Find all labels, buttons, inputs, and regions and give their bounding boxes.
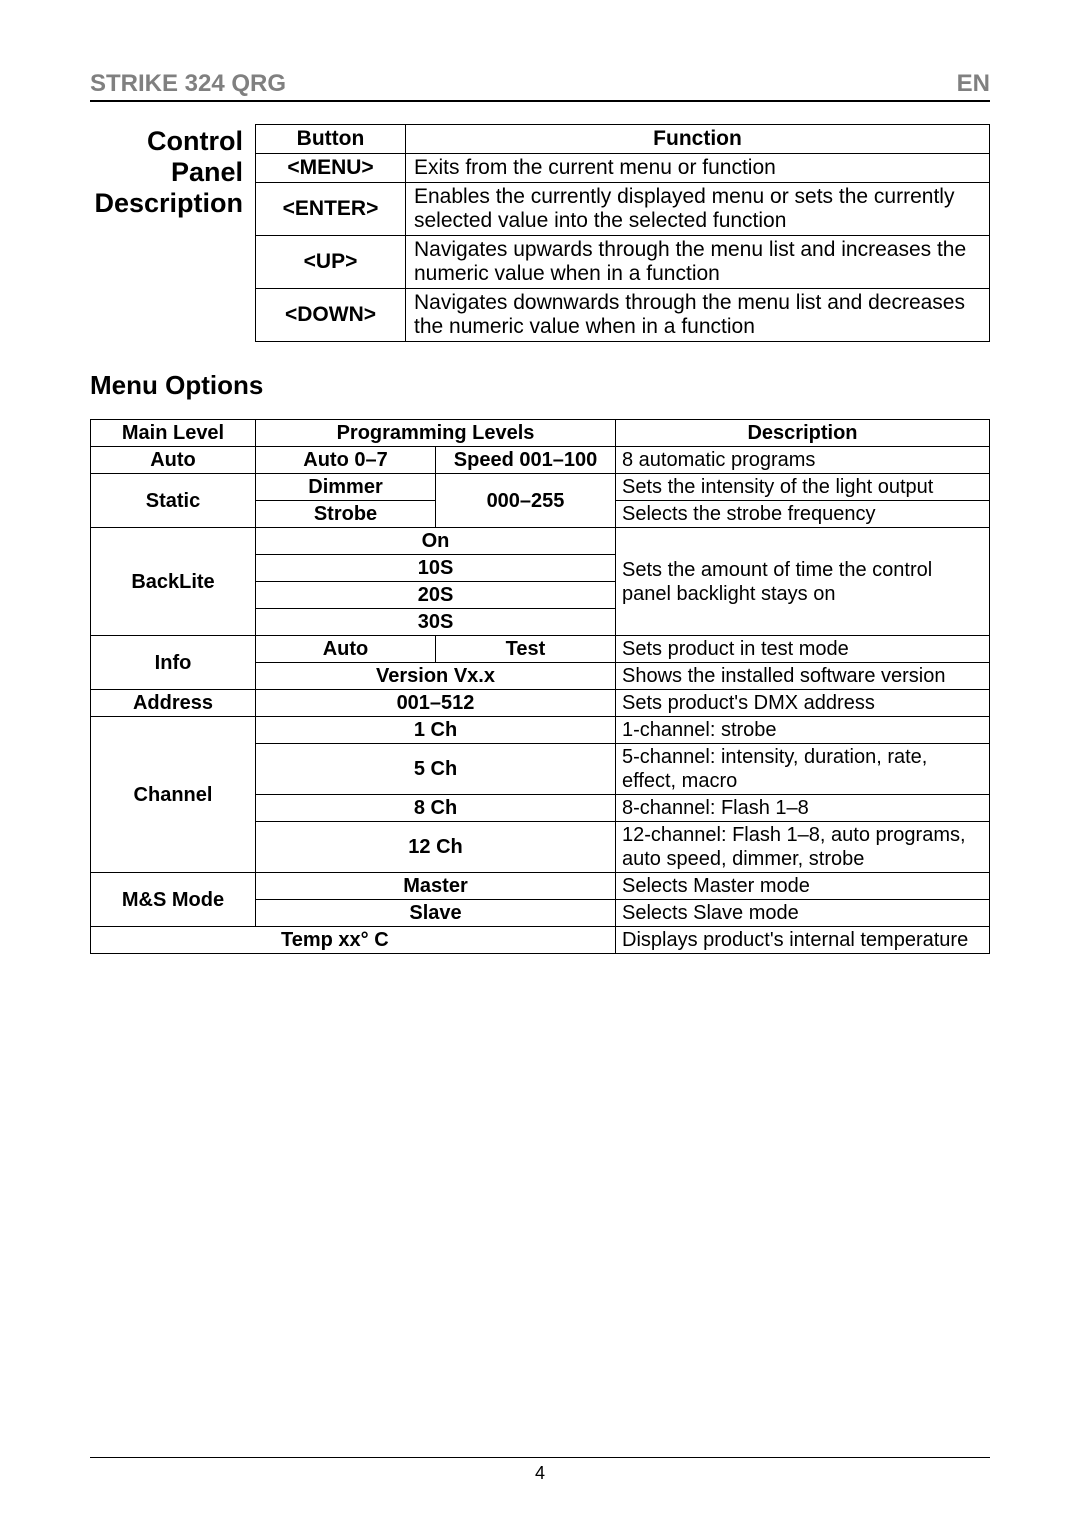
- btn-cell: <UP>: [256, 236, 406, 289]
- col-main-header: Main Level: [91, 420, 256, 447]
- btn-cell: <MENU>: [256, 154, 406, 183]
- cell-desc: 8-channel: Flash 1–8: [616, 795, 990, 822]
- cell-main: Static: [91, 474, 256, 528]
- heading-line2: Description: [94, 188, 243, 218]
- control-panel-section: Control Panel Description Button Functio…: [90, 124, 990, 342]
- header-title: STRIKE 324 QRG: [90, 70, 286, 98]
- table-row: Address 001–512 Sets product's DMX addre…: [91, 690, 990, 717]
- footer-rule: [90, 1457, 990, 1458]
- cell-prog: On: [256, 528, 616, 555]
- cell-main: Address: [91, 690, 256, 717]
- cell-prog: 30S: [256, 609, 616, 636]
- table-row: Auto Auto 0–7 Speed 001–100 8 automatic …: [91, 447, 990, 474]
- cell-main: BackLite: [91, 528, 256, 636]
- cell-temp-label: Temp xx° C: [91, 927, 616, 954]
- cell-prog: Strobe: [256, 501, 436, 528]
- page-number: 4: [0, 1463, 1080, 1484]
- cell-desc: Selects the strobe frequency: [616, 501, 990, 528]
- table-row: Static Dimmer 000–255 Sets the intensity…: [91, 474, 990, 501]
- page-header: STRIKE 324 QRG EN: [90, 70, 990, 102]
- table-row: M&S Mode Master Selects Master mode: [91, 873, 990, 900]
- table-row: Info Auto Test Sets product in test mode: [91, 636, 990, 663]
- cell-prog: Dimmer: [256, 474, 436, 501]
- btn-cell: <DOWN>: [256, 289, 406, 342]
- col-button-header: Button: [256, 125, 406, 154]
- table-row: <ENTER> Enables the currently displayed …: [256, 183, 990, 236]
- cell-main: Info: [91, 636, 256, 690]
- heading-line1: Control Panel: [147, 126, 243, 187]
- table-row: Temp xx° C Displays product's internal t…: [91, 927, 990, 954]
- control-panel-table: Button Function <MENU> Exits from the cu…: [255, 124, 990, 342]
- control-panel-heading: Control Panel Description: [90, 124, 255, 219]
- func-cell: Navigates downwards through the menu lis…: [406, 289, 990, 342]
- cell-desc: Displays product's internal temperature: [616, 927, 990, 954]
- table-header-row: Main Level Programming Levels Descriptio…: [91, 420, 990, 447]
- cell-prog: Auto: [256, 636, 436, 663]
- col-prog-header: Programming Levels: [256, 420, 616, 447]
- cell-desc: Selects Master mode: [616, 873, 990, 900]
- btn-cell: <ENTER>: [256, 183, 406, 236]
- cell-desc: Sets product in test mode: [616, 636, 990, 663]
- cell-desc: 8 automatic programs: [616, 447, 990, 474]
- cell-desc: Sets the intensity of the light output: [616, 474, 990, 501]
- cell-prog: Auto 0–7: [256, 447, 436, 474]
- table-row: <UP> Navigates upwards through the menu …: [256, 236, 990, 289]
- cell-prog: Slave: [256, 900, 616, 927]
- col-desc-header: Description: [616, 420, 990, 447]
- func-cell: Navigates upwards through the menu list …: [406, 236, 990, 289]
- cell-main: Channel: [91, 717, 256, 873]
- cell-desc: Shows the installed software version: [616, 663, 990, 690]
- func-cell: Enables the currently displayed menu or …: [406, 183, 990, 236]
- cell-prog: Test: [436, 636, 616, 663]
- cell-desc: 5-channel: intensity, duration, rate, ef…: [616, 744, 990, 795]
- menu-options-heading: Menu Options: [90, 370, 990, 401]
- cell-prog: 000–255: [436, 474, 616, 528]
- func-cell: Exits from the current menu or function: [406, 154, 990, 183]
- cell-prog: 12 Ch: [256, 822, 616, 873]
- cell-prog: 1 Ch: [256, 717, 616, 744]
- cell-prog: 001–512: [256, 690, 616, 717]
- table-row: <DOWN> Navigates downwards through the m…: [256, 289, 990, 342]
- cell-desc: Sets the amount of time the control pane…: [616, 528, 990, 636]
- table-header-row: Button Function: [256, 125, 990, 154]
- table-row: BackLite On Sets the amount of time the …: [91, 528, 990, 555]
- cell-prog: 10S: [256, 555, 616, 582]
- header-lang: EN: [957, 70, 990, 98]
- cell-main: Auto: [91, 447, 256, 474]
- cell-desc: 12-channel: Flash 1–8, auto programs, au…: [616, 822, 990, 873]
- cell-prog: 5 Ch: [256, 744, 616, 795]
- cell-desc: 1-channel: strobe: [616, 717, 990, 744]
- cell-prog: 8 Ch: [256, 795, 616, 822]
- cell-main: M&S Mode: [91, 873, 256, 927]
- cell-prog: Speed 001–100: [436, 447, 616, 474]
- cell-prog: Master: [256, 873, 616, 900]
- cell-desc: Sets product's DMX address: [616, 690, 990, 717]
- cell-desc: Selects Slave mode: [616, 900, 990, 927]
- col-function-header: Function: [406, 125, 990, 154]
- table-row: Channel 1 Ch 1-channel: strobe: [91, 717, 990, 744]
- menu-options-table: Main Level Programming Levels Descriptio…: [90, 419, 990, 954]
- cell-prog: 20S: [256, 582, 616, 609]
- table-row: <MENU> Exits from the current menu or fu…: [256, 154, 990, 183]
- page: STRIKE 324 QRG EN Control Panel Descript…: [0, 0, 1080, 1004]
- cell-prog: Version Vx.x: [256, 663, 616, 690]
